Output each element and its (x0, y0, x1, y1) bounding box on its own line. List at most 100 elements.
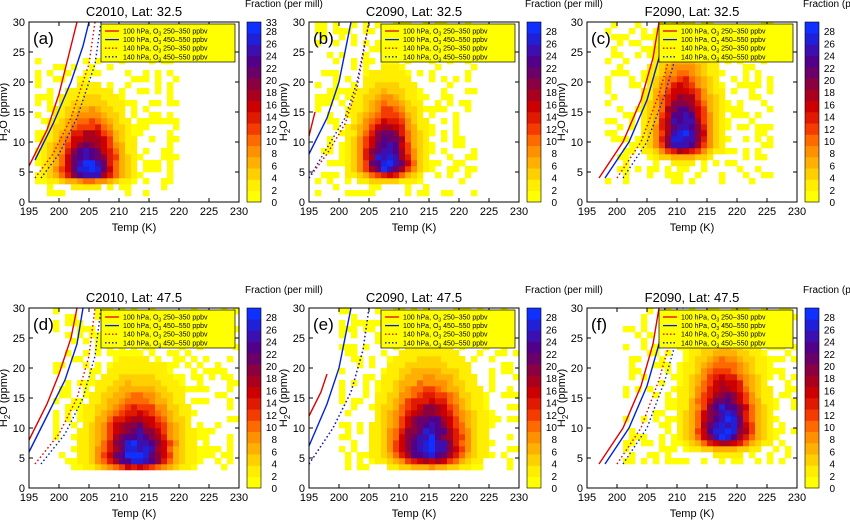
colorbar-tick-label: 8 (271, 435, 277, 446)
colorbar-segment (527, 190, 541, 203)
heatmap-cell (101, 124, 108, 131)
colorbar-segment (527, 168, 541, 180)
heatmap-cell (71, 422, 78, 429)
heatmap-cell (119, 428, 126, 435)
heatmap-cell (405, 452, 412, 459)
heatmap-cell (441, 76, 448, 83)
heatmap-cell (725, 428, 732, 435)
heatmap-cell (215, 422, 222, 429)
heatmap-cell (399, 398, 406, 405)
heatmap-cell (441, 422, 448, 429)
heatmap-cell (113, 118, 120, 125)
heatmap-cell (333, 118, 340, 125)
x-tick-label: 195 (300, 492, 318, 504)
legend-entry: 140 hPa, O3 250–350 ppbv (123, 46, 208, 55)
heatmap-cell (119, 100, 126, 107)
panel-letter: (e) (313, 315, 334, 334)
heatmap-cell (641, 76, 648, 83)
heatmap-cell (761, 130, 768, 137)
heatmap-cell (197, 380, 204, 387)
legend-text-post: 250–350 ppbv (719, 46, 766, 53)
heatmap-cell (83, 154, 90, 161)
heatmap-cell (71, 94, 78, 101)
heatmap-cell (399, 452, 406, 459)
heatmap-cell (167, 172, 174, 179)
heatmap-cell (399, 112, 406, 119)
heatmap-cell (65, 124, 72, 131)
heatmap-cell (405, 404, 412, 411)
heatmap-cells (339, 308, 520, 471)
heatmap-cell (767, 142, 774, 149)
heatmap-cell (89, 154, 96, 161)
heatmap-cell (417, 374, 424, 381)
heatmap-cell (405, 148, 412, 155)
legend-text-sub: 3 (158, 32, 161, 38)
heatmap-cell (405, 172, 412, 179)
heatmap-cell (713, 428, 720, 435)
heatmap-cell (755, 386, 762, 393)
heatmap-cell (381, 70, 388, 77)
heatmap-cell (423, 362, 430, 369)
heatmap-cell (381, 136, 388, 143)
heatmap-cell (143, 76, 150, 83)
colorbar-segment (527, 145, 541, 158)
heatmap-cell (77, 446, 84, 453)
heatmap-cell (471, 422, 478, 429)
heatmap-cell (65, 172, 72, 179)
heatmap-cell (405, 184, 412, 191)
heatmap-cell (47, 136, 54, 143)
colorbar-tick-label: 22 (824, 64, 836, 75)
heatmap-cell (507, 434, 514, 441)
heatmap-cell (677, 440, 684, 447)
heatmap-cell (749, 356, 756, 363)
heatmap-cell (713, 100, 720, 107)
heatmap-cell (659, 154, 666, 161)
y-tick-label: 20 (13, 77, 25, 89)
heatmap-cell (369, 142, 376, 149)
heatmap-cell (441, 434, 448, 441)
heatmap-cell (749, 398, 756, 405)
heatmap-cell (375, 40, 382, 47)
heatmap-cell (749, 392, 756, 399)
heatmap-cell (399, 428, 406, 435)
colorbar-tick-label: 20 (824, 76, 836, 87)
heatmap-cell (393, 112, 400, 119)
heatmap-cell (695, 416, 702, 423)
panel-letter: (c) (591, 29, 611, 48)
heatmap-cell (113, 130, 120, 137)
legend-text-post: 450–550 ppbv (161, 323, 208, 330)
heatmap-cell (731, 368, 738, 375)
heatmap-cell (447, 464, 454, 471)
legend-text-sub: 3 (158, 49, 161, 55)
legend-entry: 140 hPa, O3 250–350 ppbv (403, 46, 488, 55)
heatmap-cell (333, 40, 340, 47)
heatmap-cell (689, 440, 696, 447)
heatmap-cell (465, 166, 472, 173)
heatmap-cell (417, 368, 424, 375)
heatmap-cell (647, 118, 654, 125)
heatmap-cell (405, 392, 412, 399)
heatmap-cell (53, 398, 60, 405)
heatmap-cell (363, 172, 370, 179)
heatmap-cell (191, 374, 198, 381)
y-tick-label: 25 (571, 47, 583, 59)
heatmap-cell (387, 362, 394, 369)
heatmap-cell (357, 464, 364, 471)
heatmap-cell (411, 410, 418, 417)
heatmap-cell (399, 70, 406, 77)
heatmap-cell (345, 154, 352, 161)
heatmap-cell (155, 446, 162, 453)
heatmap-cell (369, 58, 376, 65)
heatmap-cell (35, 100, 42, 107)
heatmap-cell (701, 70, 708, 77)
heatmap-cell (677, 398, 684, 405)
heatmap-cell (149, 434, 156, 441)
heatmap-cell (387, 88, 394, 95)
heatmap-cell (701, 94, 708, 101)
heatmap-cell (375, 458, 382, 465)
heatmap-cell (405, 160, 412, 167)
heatmap-cell (441, 386, 448, 393)
heatmap-cell (435, 428, 442, 435)
heatmap-cell (125, 350, 132, 357)
heatmap-cell (659, 118, 666, 125)
